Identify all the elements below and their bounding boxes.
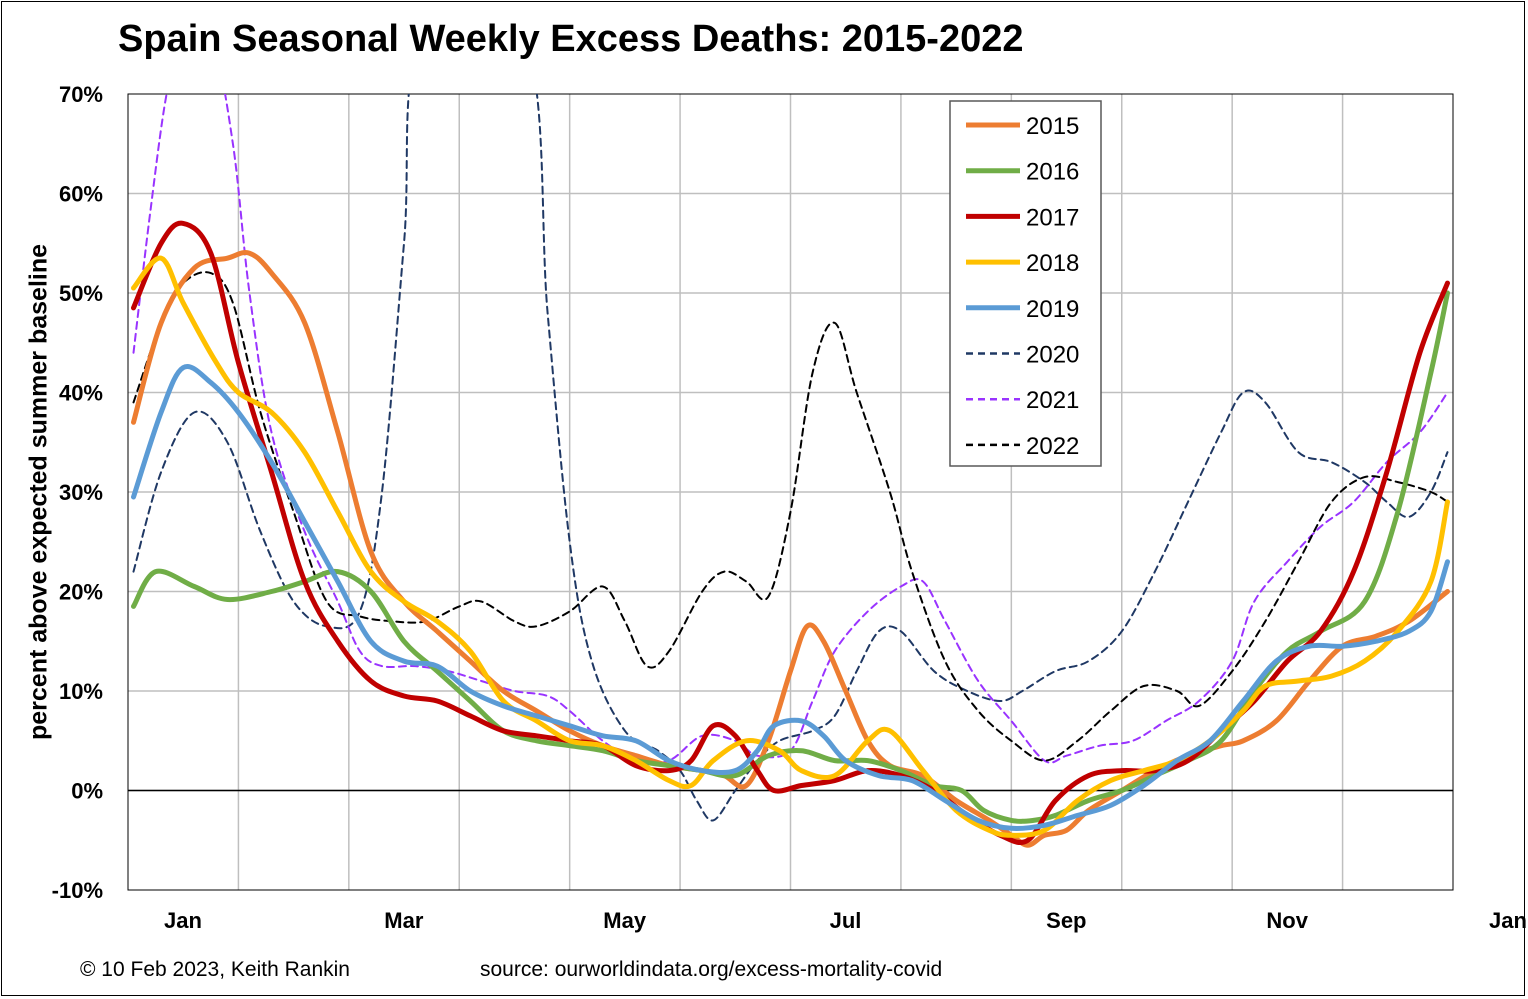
series-line-2018 [131, 255, 1450, 838]
y-tick-label: 40% [59, 381, 103, 406]
series-line-2020 [132, 94, 1449, 822]
y-tick-label: 50% [59, 281, 103, 306]
plot-area-border [127, 93, 1454, 891]
legend: 2015 2016 2017 2018 2019 2020 2021 2022 [949, 100, 1102, 467]
x-tick-label: Nov [1266, 908, 1308, 933]
series-layer [131, 94, 1450, 848]
series-line-2019 [131, 364, 1450, 831]
y-tick-label: 10% [59, 679, 103, 704]
series-line-2021 [132, 94, 1449, 765]
legend-box [949, 100, 1102, 467]
x-tick-label: Sep [1046, 908, 1086, 933]
x-tick-label: Jan [164, 908, 202, 933]
legend-label-2021: 2021 [1026, 387, 1079, 414]
copyright-credit: © 10 Feb 2023, Keith Rankin [80, 958, 350, 981]
series-line-2022 [132, 271, 1449, 762]
legend-label-2018: 2018 [1026, 250, 1079, 277]
y-tick-label: 30% [59, 480, 103, 505]
x-tick-label: Jan [1489, 908, 1527, 933]
legend-label-2020: 2020 [1026, 342, 1079, 369]
legend-label-2022: 2022 [1026, 433, 1079, 460]
source-note: source: ourworldindata.org/excess-mortal… [480, 958, 943, 981]
y-tick-label: 60% [59, 182, 103, 207]
legend-label-2016: 2016 [1026, 159, 1079, 186]
x-tick-label: Jul [830, 908, 862, 933]
legend-label-2017: 2017 [1026, 204, 1079, 231]
legend-label-2015: 2015 [1026, 113, 1079, 140]
y-axis-ticks: -10% 0% 10% 20% 30% 40% 50% 60% 70% [52, 82, 103, 903]
y-tick-label: 70% [59, 82, 103, 107]
chart-title: Spain Seasonal Weekly Excess Deaths: 201… [118, 18, 1024, 60]
y-tick-label: 0% [71, 779, 103, 804]
y-tick-label: 20% [59, 580, 103, 605]
x-tick-label: Mar [384, 908, 424, 933]
y-tick-label: -10% [52, 878, 103, 903]
x-tick-label: May [603, 908, 647, 933]
x-axis-ticks: Jan Mar May Jul Sep Nov Jan [164, 908, 1527, 933]
legend-label-2019: 2019 [1026, 296, 1079, 323]
series-line-2016 [131, 290, 1450, 824]
